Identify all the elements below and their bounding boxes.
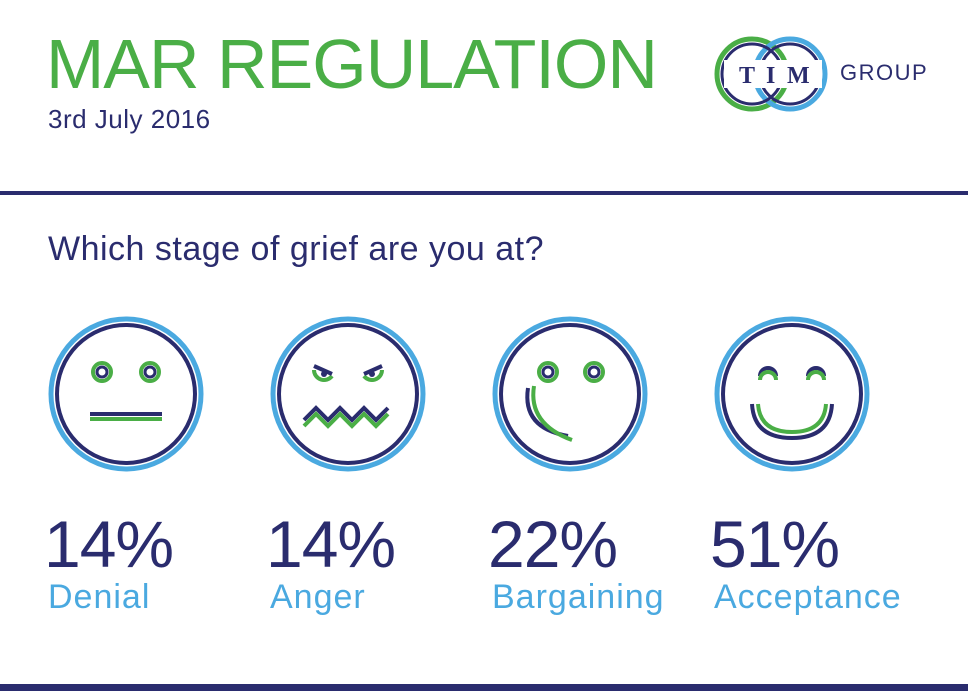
- page-title: MAR REGULATION: [46, 25, 658, 103]
- stage-label: Anger: [270, 578, 366, 616]
- stage-denial: 14% Denial: [44, 316, 268, 616]
- percent-value: 22%: [488, 507, 618, 581]
- logo-letter-t: T: [739, 63, 755, 89]
- logo-group-text: GROUP: [840, 60, 929, 85]
- stage-acceptance: 51% Acceptance: [710, 316, 934, 616]
- stage-anger: 14% Anger: [266, 316, 490, 616]
- date-label: 3rd July 2016: [48, 104, 211, 134]
- logo-letter-m: M: [787, 63, 810, 89]
- stage-label: Bargaining: [492, 578, 665, 616]
- question-heading: Which stage of grief are you at?: [48, 230, 545, 268]
- tim-logo-mark-icon: T I M: [714, 36, 828, 112]
- percent-value: 14%: [266, 507, 396, 581]
- percent-value: 51%: [710, 507, 840, 581]
- happy-face-icon: [714, 316, 870, 472]
- stage-label: Acceptance: [714, 578, 902, 616]
- tim-group-logo: T I M GROUP: [710, 30, 950, 120]
- angry-face-icon: [270, 316, 426, 472]
- logo-letter-i: I: [766, 63, 775, 89]
- smirk-face-icon: [492, 316, 648, 472]
- stage-bargaining: 22% Bargaining: [488, 316, 712, 616]
- neutral-face-icon: [48, 316, 204, 472]
- top-divider: [0, 191, 968, 195]
- bottom-divider: [0, 684, 968, 691]
- percent-value: 14%: [44, 507, 174, 581]
- stage-label: Denial: [48, 578, 151, 616]
